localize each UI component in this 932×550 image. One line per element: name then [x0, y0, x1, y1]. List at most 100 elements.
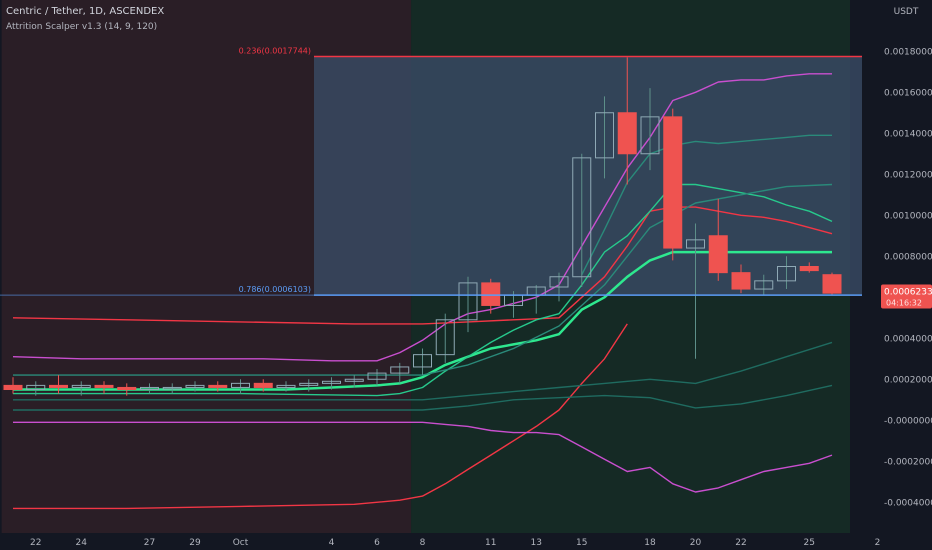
candle-body-down: [617, 112, 637, 155]
x-tick-label: 11: [485, 538, 496, 548]
series-magenta_upper: [12, 73, 832, 362]
candle-body-down: [731, 272, 751, 290]
candle-body-up: [686, 239, 705, 249]
candle-body-down: [49, 384, 68, 388]
candle-body-down: [799, 266, 819, 272]
candle-body-down: [208, 384, 228, 388]
candle-body-up: [390, 366, 410, 374]
candle-body-up: [276, 384, 296, 388]
candle: [299, 379, 319, 392]
x-tick-label: 6: [374, 538, 380, 548]
x-tick-label: 29: [189, 538, 201, 548]
x-tick-label: 22: [735, 538, 746, 548]
series-red_lower: [13, 323, 628, 510]
y-tick-label: 0.0014000: [884, 129, 932, 139]
fib-levels: 0.236(0.0017744) 0.786(0.0006103): [0, 46, 862, 296]
candle-body-up: [71, 384, 91, 388]
y-tick-label: 0.0010000: [884, 211, 932, 221]
x-tick-label: 20: [690, 538, 702, 548]
series-teal_2: [13, 341, 833, 401]
candle: [481, 278, 501, 314]
candle-body-up: [413, 354, 432, 368]
fib-label-0: 0.236(0.0017744): [239, 46, 311, 55]
candle-body-down: [3, 384, 23, 390]
y-tick-label: 0.0004000: [884, 334, 932, 344]
candle: [731, 264, 751, 294]
candle-body-up: [299, 382, 319, 386]
candle: [413, 348, 432, 376]
series-teal_3: [13, 384, 833, 411]
x-tick-label: 2: [875, 538, 881, 548]
candle-body-up: [777, 266, 796, 282]
candle: [253, 379, 273, 392]
candle-body-up: [572, 157, 592, 278]
series-red_upper: [12, 206, 833, 325]
candle-body-up: [595, 112, 614, 159]
time-scale[interactable]: [0, 533, 880, 550]
candle: [208, 381, 228, 392]
candle-body-up: [754, 280, 774, 290]
candles: [3, 57, 842, 396]
series-teal_1: [13, 183, 833, 376]
candle-body-up: [344, 378, 364, 382]
candle: [3, 377, 23, 394]
fib-zone: [314, 56, 862, 296]
x-tick-label: Oct: [233, 538, 249, 548]
x-tick-label: 25: [804, 538, 815, 548]
x-tick-label: 13: [531, 538, 542, 548]
candle: [94, 381, 114, 394]
y-tick-label: 0.0012000: [884, 170, 932, 180]
last-price-badge: [881, 284, 932, 309]
candle: [117, 383, 137, 396]
candle-body-up: [26, 384, 46, 390]
candle-body-down: [94, 384, 114, 388]
candle-body-up: [549, 276, 569, 288]
candle: [617, 57, 637, 185]
candle: [390, 362, 410, 384]
candle: [162, 383, 182, 394]
x-tick-label: 27: [144, 538, 155, 548]
candle-body-up: [185, 384, 205, 388]
series-teal_4: [581, 134, 832, 276]
candle: [185, 381, 205, 392]
candle: [549, 272, 569, 302]
candle: [708, 198, 728, 281]
fib-box: [314, 56, 862, 296]
x-tick-label: 24: [76, 538, 88, 548]
candle: [640, 88, 660, 171]
candle-body-up: [140, 386, 159, 391]
candle-body-up: [162, 386, 182, 390]
symbol-title: Centric / Tether, 1D, ASCENDEX: [6, 6, 164, 17]
y-tick-label: -0.0004000: [884, 498, 932, 508]
x-tick-label: 4: [329, 538, 335, 548]
price-scale[interactable]: [880, 0, 932, 550]
candle: [49, 375, 68, 394]
candle: [822, 272, 842, 296]
candle: [754, 274, 774, 296]
candle: [777, 256, 796, 290]
x-tick-label: 15: [576, 538, 587, 548]
candle: [572, 153, 592, 287]
candle: [26, 381, 46, 396]
candle-body-up: [640, 116, 660, 155]
y-tick-label: 0.0016000: [884, 88, 932, 98]
last-price-value: 0.0006233: [884, 287, 932, 297]
x-tick-label: 8: [420, 538, 426, 548]
x-tick-label: 18: [644, 538, 656, 548]
candle-body-up: [367, 372, 387, 380]
candle: [595, 96, 614, 179]
candle-body-down: [253, 382, 273, 388]
candle: [799, 262, 819, 273]
candle-body-down: [663, 116, 683, 249]
candle-body-down: [117, 386, 137, 391]
candle-body-down: [481, 282, 501, 306]
y-tick-label: -0.0002000: [884, 457, 932, 467]
candle: [663, 108, 683, 261]
candle: [71, 381, 91, 396]
candle: [344, 375, 364, 388]
candle: [458, 276, 478, 333]
candle-body-up: [458, 282, 478, 321]
